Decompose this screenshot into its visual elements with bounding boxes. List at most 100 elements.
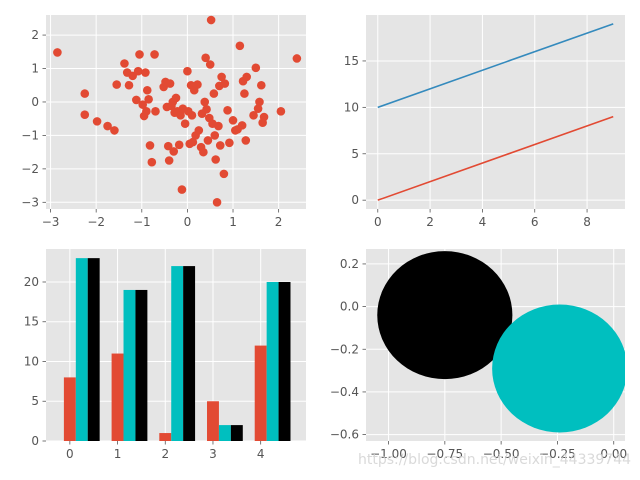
plot-area (377, 251, 625, 433)
x-tick-label: 4 (257, 447, 265, 461)
x-tick-label: 1 (114, 447, 122, 461)
scatter-point (80, 89, 90, 98)
bar-series-1 (63, 377, 76, 441)
y-tick-label: −0.4 (330, 385, 359, 399)
scatter-point (214, 121, 223, 131)
x-tick-label: 2 (426, 215, 434, 229)
bar-series-3 (278, 281, 291, 441)
scatter-point (110, 126, 119, 135)
y-tick-label: 0 (31, 95, 39, 109)
x-tick-label: 1 (229, 215, 237, 229)
x-tick-label: 0.00 (600, 447, 627, 461)
scatter-point (205, 60, 215, 69)
x-tick-label: −1 (133, 215, 151, 229)
scatter-point (259, 112, 269, 122)
scatter-point (132, 95, 141, 105)
x-tick-label: 0 (184, 215, 192, 229)
y-tick-label: 15 (24, 315, 39, 329)
scatter-point (203, 136, 213, 145)
scatter-point (112, 80, 122, 89)
scatter-point (135, 50, 144, 59)
scatter-point (150, 50, 159, 59)
scatter-point (144, 94, 153, 104)
scatter-point (240, 89, 249, 98)
bar-series-1 (207, 401, 219, 441)
y-tick-label: 0 (31, 434, 39, 448)
scatter-point (256, 80, 266, 90)
scatter-point (165, 79, 175, 88)
subplot-3: 0 1 2 3 4 0 5 10 15 20 (24, 249, 306, 461)
scatter-point (200, 97, 210, 107)
bar-series-3 (135, 289, 148, 441)
x-tick-label: −2 (87, 215, 105, 229)
y-tick-label: −1 (21, 128, 39, 142)
x-tick-label: 8 (583, 215, 591, 229)
scatter-point (292, 54, 302, 63)
scatter-point (206, 15, 216, 25)
scatter-point (219, 169, 229, 179)
bar-series-2 (171, 266, 184, 441)
scatter-point (169, 147, 179, 156)
y-tick-label: 20 (24, 275, 39, 289)
x-tick-label: 2 (161, 447, 169, 461)
x-tick-label: −0.50 (483, 447, 520, 461)
scatter-point (235, 41, 245, 51)
scatter-point (176, 111, 185, 120)
y-tick-label: 0.2 (340, 257, 359, 271)
y-tick-label: 2 (31, 28, 39, 42)
scatter-point (147, 157, 157, 167)
bar-series-3 (230, 425, 243, 441)
scatter-point (194, 126, 204, 135)
scatter-point (151, 107, 160, 116)
scatter-point (217, 72, 226, 82)
scatter-point (209, 89, 219, 98)
scatter-point (241, 136, 251, 145)
scatter-point (225, 138, 234, 148)
scatter-point (276, 107, 286, 116)
scatter-point (242, 72, 252, 82)
watermark: https://blog.csdn.net/weixin_44339744 (358, 452, 632, 468)
y-tick-label: 10 (344, 100, 359, 114)
scatter-point (142, 107, 151, 116)
scatter-point (188, 137, 198, 147)
scatter-point (187, 111, 197, 120)
scatter-point (124, 80, 134, 90)
x-tick-label: 6 (531, 215, 539, 229)
scatter-point (193, 80, 202, 89)
x-tick-label: −3 (42, 215, 60, 229)
scatter-point (80, 110, 90, 119)
y-tick-label: 10 (24, 354, 39, 368)
scatter-point (201, 53, 210, 63)
scatter-point (223, 106, 232, 115)
scatter-point (228, 116, 238, 125)
scatter-point (199, 147, 208, 157)
scatter-point (141, 68, 150, 77)
scatter-point (183, 66, 192, 76)
scatter-point (145, 141, 155, 150)
bar-series-2 (218, 425, 231, 441)
line-series-1 (377, 23, 614, 109)
subplot-4: −1.00 −0.75 −0.50 −0.25 0.00 −0.6 −0.4 −0.2 0.0 0… (330, 249, 627, 461)
gridlines (366, 15, 625, 209)
bar-series-1 (111, 353, 124, 441)
bar-series-2 (266, 281, 279, 441)
y-tick-label: 0.0 (340, 300, 359, 314)
bar-series-3 (183, 266, 196, 441)
scatter-point (255, 97, 264, 107)
y-tick-label: 5 (351, 147, 359, 161)
x-tick-label: −1.00 (370, 447, 407, 461)
plot-area (53, 15, 302, 207)
y-tick-label: 5 (31, 394, 39, 408)
circle-patch-1 (377, 251, 513, 380)
bar-series-1 (159, 433, 172, 441)
scatter-point (220, 79, 230, 88)
scatter-point (174, 140, 184, 150)
scatter-point (103, 121, 112, 131)
scatter-point (253, 104, 263, 113)
bar-series-1 (254, 345, 267, 441)
scatter-point (251, 63, 261, 73)
scatter-point (164, 156, 174, 165)
scatter-point (171, 93, 181, 103)
x-tick-label: 0 (374, 215, 382, 229)
bar-series-2 (75, 258, 88, 441)
